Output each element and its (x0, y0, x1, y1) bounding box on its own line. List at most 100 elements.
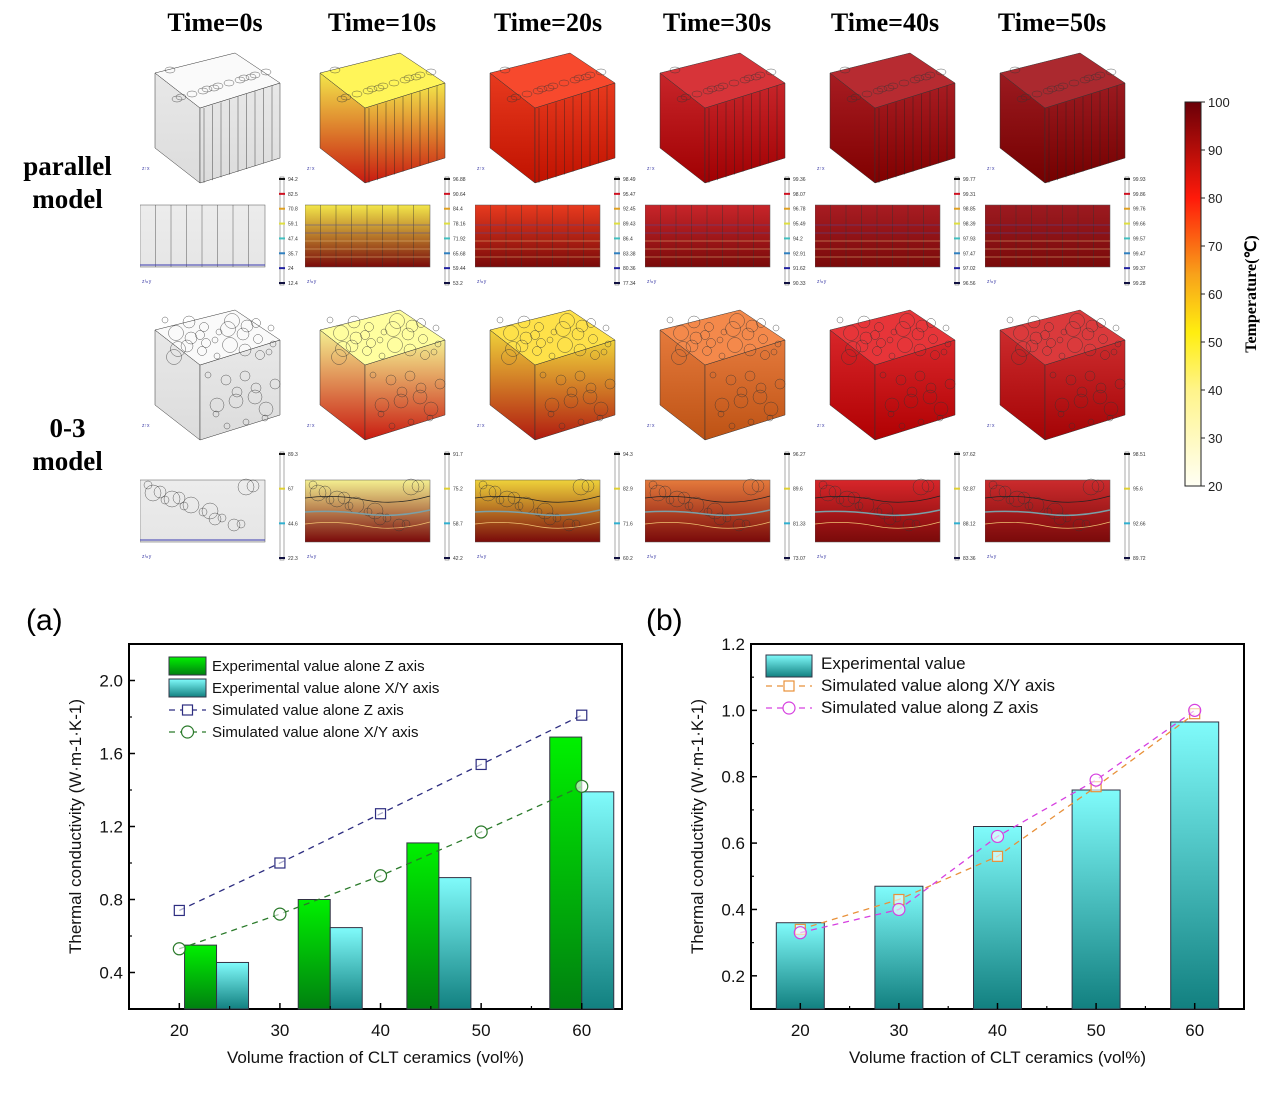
particle-outline (774, 378, 786, 390)
slice-colorbar-label: 44.6 (288, 521, 298, 527)
particle-outline (754, 71, 766, 79)
slice-colorbar-label: 80.36 (623, 266, 636, 272)
particle-outline (253, 334, 263, 344)
axis-triad-icon: z↑x (477, 423, 485, 429)
axis-triad-icon: z↳y (987, 554, 997, 560)
particle-outline (404, 370, 416, 382)
slice-colorbar-tick (954, 267, 960, 270)
particle-outline (1024, 501, 1034, 511)
particle-outline (1095, 382, 1107, 394)
particle-outline (488, 485, 502, 499)
particle-outline (763, 401, 779, 417)
particle-outline (602, 324, 610, 332)
legend-marker-circle (180, 725, 195, 739)
particle-outline (168, 325, 184, 341)
particle-outline (685, 339, 699, 353)
particle-outline (839, 66, 851, 74)
particle-outline (543, 512, 557, 526)
particle-outline (401, 519, 411, 529)
particle-outline (172, 491, 186, 505)
time-label-50s: Time=50s (997, 8, 1107, 37)
time-label-10s: Time=10s (327, 8, 437, 37)
slice-colorbar-label: 35.7 (288, 251, 298, 257)
slice-colorbar-label: 89.3 (288, 452, 298, 458)
parallel-slice-panel: 99.93 99.86 99.76 99.66 99.57 99.47 99.37 99.28… (985, 176, 1146, 287)
slice-colorbar-tick (444, 487, 450, 490)
x-tick-label: 20 (791, 1021, 810, 1040)
particle-outline (201, 338, 211, 348)
slice-colorbar-tick (1124, 178, 1130, 180)
slice-colorbar-label: 89.6 (793, 487, 803, 493)
particle-outline (199, 322, 209, 332)
box-top-face (829, 309, 956, 366)
particle-outline (669, 66, 681, 74)
slice-colorbar-label: 95.47 (623, 192, 636, 198)
particle-outline (665, 495, 675, 505)
slice-colorbar (614, 176, 620, 286)
particle-outline (580, 73, 592, 81)
particle-outline (1043, 507, 1053, 517)
slice-colorbar-tick (954, 192, 960, 195)
y-tick-label: 0.4 (99, 964, 123, 983)
axis-triad-icon: z↑x (647, 423, 655, 429)
particle-outline (743, 74, 755, 82)
slice-colorbar-tick (614, 252, 620, 255)
isotherm-line (475, 495, 601, 503)
particle-outline (238, 343, 252, 357)
panel-label-a: (a) (26, 604, 63, 637)
particle-outline (410, 73, 422, 81)
particle-outline (432, 324, 440, 332)
particle-outline (388, 422, 396, 430)
particle-outline (250, 382, 262, 394)
legend-swatch (168, 678, 207, 698)
particle-outline (326, 316, 334, 324)
particle-outline (590, 350, 600, 360)
particle-outline (220, 321, 236, 337)
particle-outline (245, 73, 257, 81)
colorbar-tick-label: 40 (1208, 383, 1222, 398)
box-top-face (154, 309, 281, 366)
particle-outline (1069, 313, 1085, 329)
legend-label: Experimental value alone X/Y axis (212, 680, 439, 697)
x-tick-label: 60 (1185, 1021, 1204, 1040)
zero3-slice-panel: 97.62 92.87 88.12 83.36 z↳y (815, 451, 976, 562)
particle-outline (160, 495, 170, 505)
slice-colorbar-tick (279, 222, 285, 225)
particle-outline (237, 478, 255, 496)
particle-outline (1094, 71, 1106, 79)
parallel-slice-panel: 98.49 95.47 92.45 89.43 86.4 83.38 80.36 77.34 z… (475, 176, 636, 287)
particle-outline (760, 350, 770, 360)
particle-outline (720, 328, 728, 336)
particle-outline (1040, 330, 1050, 340)
particle-outline (872, 87, 884, 95)
particle-outline (269, 378, 281, 390)
particle-outline (559, 313, 575, 329)
particle-outline (739, 76, 751, 84)
particle-outline (684, 501, 694, 511)
slice-colorbar-label: 12.4 (288, 281, 298, 287)
particle-outline (874, 322, 884, 332)
particle-outline (755, 382, 767, 394)
particle-outline (861, 90, 873, 98)
particle-outline (569, 76, 581, 84)
particle-outline (890, 328, 898, 336)
particle-outline (1011, 349, 1027, 365)
legend-label: Simulated value along X/Y axis (821, 676, 1055, 695)
particle-outline (179, 501, 189, 511)
particle-outline (420, 350, 430, 360)
particle-outline (906, 386, 918, 398)
particle-outline (572, 478, 590, 496)
particle-outline (389, 313, 405, 329)
time-label-0s: Time=0s (167, 8, 263, 37)
slice-colorbar-label: 77.34 (623, 281, 636, 287)
particle-outline (382, 513, 392, 523)
particle-outline (1017, 491, 1031, 505)
particle-outline (1079, 76, 1091, 84)
slice-colorbar (444, 176, 450, 286)
slice-colorbar-tick (444, 207, 450, 210)
particle-outline (847, 491, 861, 505)
axis-triad-icon: z↳y (142, 554, 152, 560)
particle-outline (1085, 319, 1099, 333)
particle-outline (563, 393, 579, 409)
slice-colorbar-tick (954, 252, 960, 255)
